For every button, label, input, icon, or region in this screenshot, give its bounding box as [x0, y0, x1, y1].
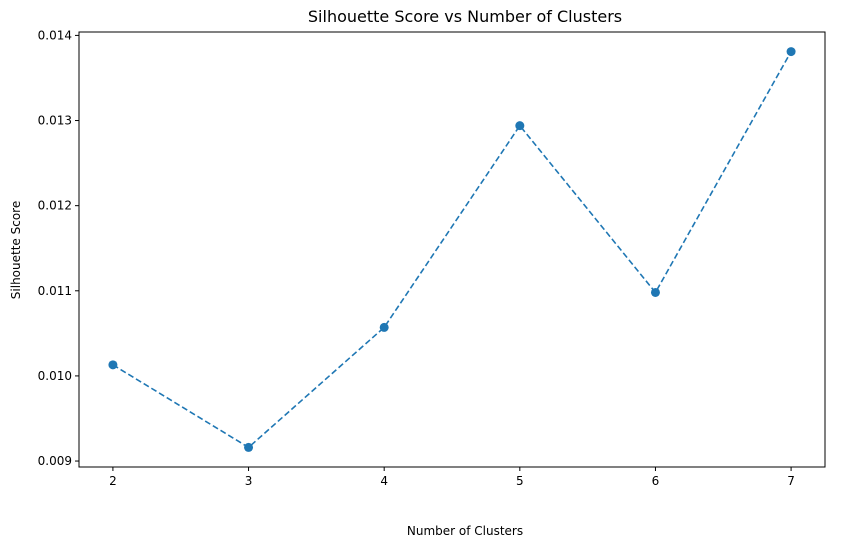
x-tick-label: 6 — [652, 474, 660, 488]
x-tick-label: 3 — [245, 474, 253, 488]
y-tick-label: 0.010 — [38, 369, 72, 383]
x-tick-label: 7 — [787, 474, 795, 488]
y-axis-label: Silhouette Score — [9, 201, 23, 299]
x-tick-label: 5 — [516, 474, 524, 488]
data-point — [108, 360, 118, 370]
y-tick-label: 0.013 — [38, 114, 72, 128]
data-point — [379, 322, 389, 332]
plot-area: 2 3 4 5 6 7 0.009 0.010 0.011 0.012 0.013 0.014 — [38, 28, 796, 488]
axes-frame — [78, 31, 826, 468]
y-tick-label: 0.009 — [38, 454, 72, 468]
y-tick-label: 0.011 — [38, 284, 72, 298]
chart-title: Silhouette Score vs Number of Clusters — [308, 7, 622, 26]
data-point — [650, 287, 660, 297]
data-point — [786, 47, 796, 57]
y-tick-label: 0.014 — [38, 28, 72, 42]
x-tick-label: 4 — [380, 474, 388, 488]
data-point — [515, 121, 525, 131]
series-line — [112, 51, 792, 449]
x-tick-label: 2 — [109, 474, 117, 488]
data-point — [244, 442, 254, 452]
y-tick-label: 0.012 — [38, 199, 72, 213]
x-axis-label: Number of Clusters — [407, 524, 523, 538]
